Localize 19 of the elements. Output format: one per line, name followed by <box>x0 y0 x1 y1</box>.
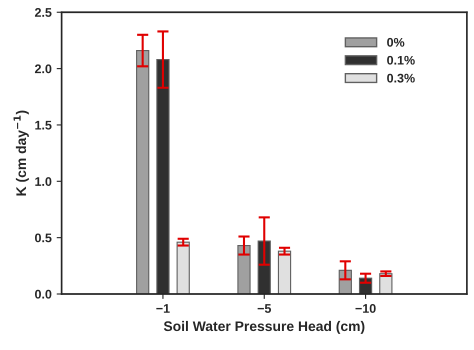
y-tick-label: 1.0 <box>35 177 52 186</box>
legend-label: 0% <box>387 38 404 47</box>
y-tick-label: 0.0 <box>35 290 52 299</box>
y-tick-label: 2.0 <box>34 64 52 74</box>
legend-label: 0.1% <box>387 56 415 65</box>
bar <box>237 244 251 294</box>
x-tick-label: −10 <box>355 304 376 313</box>
y-tick-label: 1.5 <box>35 120 52 130</box>
x-axis-title: Soil Water Pressure Head (cm) <box>164 320 364 334</box>
y-axis-title: K (cm day$^{−1}$) <box>14 110 29 196</box>
bar <box>278 250 292 294</box>
y-tick-label: 2.5 <box>34 8 52 17</box>
y-tick-label: 0.5 <box>35 233 52 242</box>
bar <box>136 50 150 294</box>
bar <box>379 273 392 294</box>
bar <box>176 242 190 294</box>
legend-label: 0.3% <box>387 74 415 83</box>
x-tick-label: −1 <box>156 304 170 313</box>
x-tick-label: −5 <box>258 304 272 313</box>
